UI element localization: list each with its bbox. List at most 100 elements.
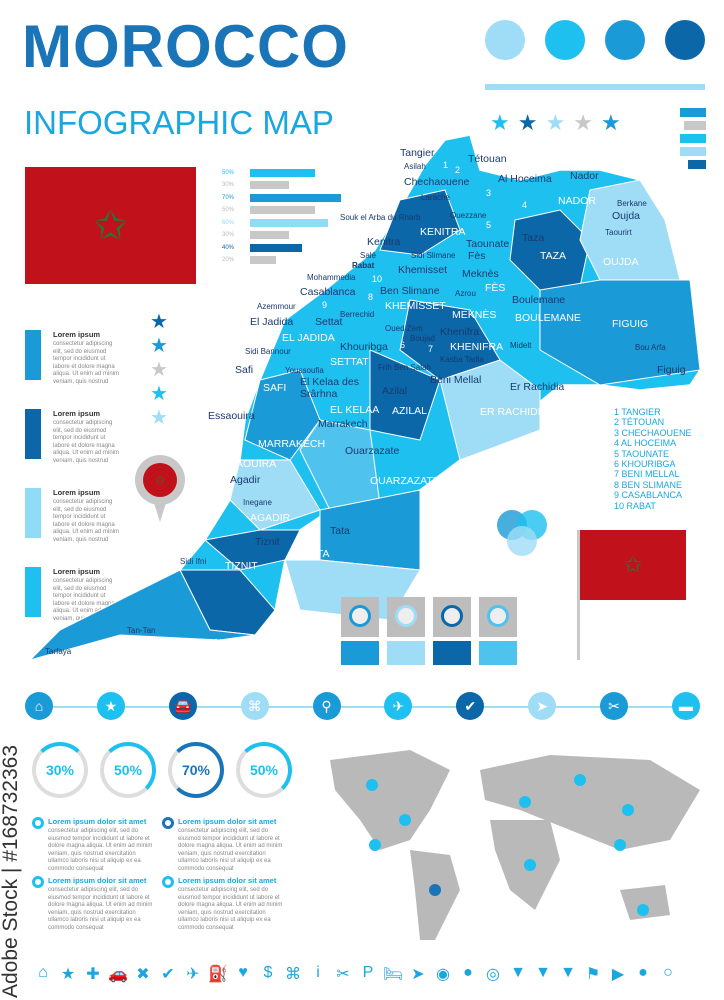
list-item-text: consectetur adipiscing elit, sed do eius… <box>178 887 283 931</box>
city-label: Kasba Tadla <box>440 355 484 364</box>
globe-icon <box>605 20 645 60</box>
car-button[interactable]: 🚘 <box>168 692 197 720</box>
bottom-icon: ⌘ <box>285 966 301 983</box>
star-rating: ★ ★ ★ ★ ★ <box>490 110 621 136</box>
bar-label: 20% <box>222 257 235 263</box>
map-pin <box>399 814 411 826</box>
car-icon: 🚘 <box>174 697 192 714</box>
info-card: Lorem ipsum consectetur adipiscing elit, … <box>25 409 185 479</box>
city-label: Er Rachidia <box>510 381 565 393</box>
bar-row: 50% <box>222 205 341 216</box>
bottom-icon: ✖ <box>136 966 150 983</box>
info-card: Lorem ipsum consectetur adipiscing elit, … <box>25 567 185 637</box>
mini-bar <box>688 160 706 169</box>
region-label: BOULEMANE <box>515 312 581 324</box>
card-text: consectetur adipiscing elit, sed do eius… <box>53 420 120 464</box>
progress-ring <box>395 605 417 627</box>
city-label: Azemmour <box>257 302 296 311</box>
bottom-icon: 🚗 <box>108 966 128 983</box>
map-pin <box>429 884 441 896</box>
globe-icon <box>665 20 705 60</box>
donut-chart: 70% <box>168 742 224 798</box>
city-label: Kenitra <box>367 236 401 248</box>
city-label: Taza <box>522 232 545 244</box>
ring-icon <box>162 817 174 829</box>
world-map <box>330 750 700 940</box>
divider <box>485 84 705 90</box>
card-strip <box>25 330 41 380</box>
city-label: Meknès <box>462 268 499 280</box>
bar-label: 70% <box>222 194 235 201</box>
city-label: Ouezzane <box>450 211 487 220</box>
bar <box>250 218 328 227</box>
city-label: Ouarzazate <box>345 445 400 457</box>
region-label: TATA <box>305 548 330 560</box>
region-shape <box>379 189 461 256</box>
star-icon: ★ <box>150 359 168 381</box>
bar <box>250 168 315 177</box>
bottom-icon: 🛏 <box>382 966 404 983</box>
bottom-icon: ● <box>463 964 473 981</box>
region-shape <box>244 369 321 461</box>
city-label: Youssoufia <box>285 366 324 375</box>
city-label: El Jadida <box>250 316 294 328</box>
check-icon: ✔ <box>464 697 477 714</box>
city-label: Ben Slimane <box>380 285 440 297</box>
card-title: Lorem ipsum <box>53 330 101 339</box>
info-card: Lorem ipsum consectetur adipiscing elit, … <box>25 330 185 400</box>
bar <box>250 243 302 252</box>
city-label: Khemisset <box>398 264 448 276</box>
bottom-icon: ⚑ <box>585 966 601 983</box>
city-label: Fès <box>468 250 486 262</box>
progress-ring <box>441 605 463 627</box>
map-pin <box>366 779 378 791</box>
city-label: Tangier <box>400 147 435 159</box>
region-label: KHEMISSET <box>385 300 446 312</box>
city-label: Tarfaya <box>45 647 72 656</box>
command-button[interactable]: ⌘ <box>240 692 269 720</box>
city-label: Settat <box>315 316 343 328</box>
bed-icon: ▬ <box>678 698 693 714</box>
mini-bar <box>680 134 706 143</box>
star-button[interactable]: ★ <box>96 692 125 720</box>
home-button[interactable]: ⌂ <box>25 692 53 720</box>
city-label: Sidi Ifni <box>180 557 207 566</box>
page-title: MOROCCO <box>22 13 349 80</box>
legend-item: 7 BENI MELLAL <box>614 469 680 480</box>
progress-ring <box>349 605 371 627</box>
bottom-icon: ◉ <box>436 966 450 983</box>
watermark: Adobe Stock | #168732363 <box>0 745 22 998</box>
bottom-icon: P <box>362 964 374 981</box>
city-label: Tétouan <box>468 153 507 165</box>
fork-knife-button[interactable]: ✂ <box>600 692 628 720</box>
region-number: 9 <box>322 300 328 310</box>
venn-circle <box>507 526 537 556</box>
region-label: EL JADIDA <box>282 332 335 344</box>
plane-button[interactable]: ✈ <box>384 692 413 720</box>
bottom-icon: ⌂ <box>38 964 48 981</box>
region-number: 2 <box>455 165 461 175</box>
progress-tile <box>341 597 379 665</box>
region-label: MEKNÈS <box>452 309 497 321</box>
bar-label: 50% <box>222 207 235 213</box>
list-item: Lorem ipsum dolor sit amet consectetur ad… <box>162 876 290 931</box>
bottom-icon: ▶ <box>611 966 625 983</box>
map-pin <box>614 839 626 851</box>
bed-button[interactable]: ▬ <box>671 692 700 720</box>
city-label: Frih Ben Salah <box>378 363 431 372</box>
send-button[interactable]: ➤ <box>528 692 557 720</box>
bar <box>250 193 341 202</box>
icon-row: ⌂ ★ 🚘 ⌘ ⚲ ✈ ✔ ➤ ✂ ▬ <box>25 692 700 720</box>
city-label: Figuig <box>657 364 686 376</box>
donut-chart: 50% <box>100 742 156 798</box>
bottom-icon: ○ <box>663 964 673 981</box>
check-button[interactable]: ✔ <box>456 692 485 720</box>
map-pin <box>574 774 586 786</box>
region-label: SETTAT <box>330 356 369 368</box>
bottom-icon: ◎ <box>486 966 500 983</box>
pin-button[interactable]: ⚲ <box>312 692 341 720</box>
bottom-icon: ▼ <box>560 964 576 981</box>
city-label: Tata <box>330 525 350 537</box>
card-text: consectetur adipiscing elit, sed do eius… <box>53 499 120 543</box>
bar-label: 50% <box>222 169 235 176</box>
